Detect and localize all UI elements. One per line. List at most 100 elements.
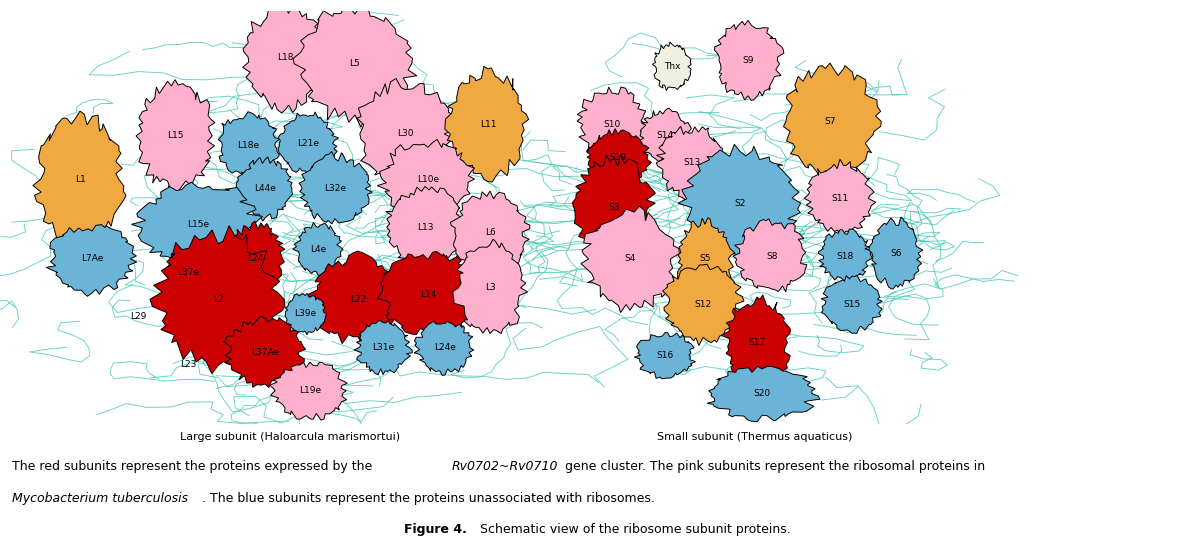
Polygon shape [678, 218, 735, 299]
Text: L39e: L39e [294, 309, 316, 318]
Polygon shape [224, 316, 306, 387]
Text: L32e: L32e [323, 184, 346, 193]
Text: S6: S6 [891, 249, 901, 258]
Polygon shape [354, 320, 413, 375]
Polygon shape [46, 225, 137, 296]
Text: L15e: L15e [187, 220, 209, 229]
Text: S15: S15 [843, 300, 861, 308]
Polygon shape [653, 42, 691, 91]
Text: L24: L24 [247, 255, 263, 263]
Text: L15: L15 [166, 131, 183, 140]
Text: L19e: L19e [298, 386, 321, 395]
Polygon shape [235, 157, 292, 221]
Polygon shape [587, 128, 652, 185]
Text: L3: L3 [485, 283, 496, 292]
Text: L11: L11 [479, 120, 496, 129]
Polygon shape [577, 87, 647, 161]
Text: Figure 4.: Figure 4. [404, 523, 467, 536]
Text: L31e: L31e [372, 343, 394, 352]
Text: S17: S17 [748, 338, 766, 347]
Polygon shape [278, 112, 339, 175]
Text: L10e: L10e [417, 175, 439, 184]
Polygon shape [378, 251, 480, 338]
Text: S7: S7 [824, 117, 836, 126]
Text: S20: S20 [754, 389, 770, 398]
Polygon shape [445, 66, 529, 182]
Text: Large subunit (Haloarcula marismortui): Large subunit (Haloarcula marismortui) [180, 432, 401, 442]
Text: L29: L29 [130, 312, 146, 321]
Polygon shape [451, 191, 530, 275]
Polygon shape [414, 322, 473, 375]
Polygon shape [292, 4, 417, 127]
Text: L44e: L44e [254, 184, 276, 193]
Polygon shape [33, 111, 126, 246]
Polygon shape [224, 221, 285, 297]
Text: L30: L30 [397, 129, 414, 139]
Text: S16: S16 [656, 350, 674, 360]
Text: L2: L2 [213, 295, 224, 304]
Text: S10: S10 [603, 120, 621, 129]
Polygon shape [285, 294, 326, 335]
Text: Small subunit (Thermus aquaticus): Small subunit (Thermus aquaticus) [658, 432, 853, 442]
Text: L22: L22 [350, 295, 366, 304]
Polygon shape [707, 366, 820, 422]
Text: S12: S12 [694, 300, 711, 308]
Text: Schematic view of the ribosome subunit proteins.: Schematic view of the ribosome subunit p… [476, 523, 791, 536]
Text: L6: L6 [485, 227, 496, 237]
Polygon shape [243, 3, 327, 113]
Polygon shape [734, 219, 807, 292]
Polygon shape [572, 154, 655, 262]
Text: S14: S14 [656, 131, 673, 140]
Polygon shape [721, 295, 791, 391]
Polygon shape [804, 159, 875, 234]
Text: L37Ae: L37Ae [251, 348, 279, 357]
Text: L37e: L37e [177, 268, 199, 277]
Polygon shape [385, 187, 467, 269]
Text: S13: S13 [684, 158, 700, 168]
Polygon shape [818, 229, 873, 284]
Text: L1: L1 [75, 175, 86, 184]
Text: L7Ae: L7Ae [81, 255, 103, 263]
Text: L21e: L21e [297, 139, 319, 148]
Text: . The blue subunits represent the proteins unassociated with ribosomes.: . The blue subunits represent the protei… [202, 492, 655, 505]
Polygon shape [292, 222, 342, 276]
Text: L13: L13 [417, 222, 433, 232]
Polygon shape [136, 79, 215, 192]
Polygon shape [869, 217, 923, 289]
Polygon shape [638, 108, 692, 164]
Text: S18: S18 [836, 251, 854, 261]
Text: L14: L14 [420, 290, 436, 299]
Polygon shape [300, 151, 372, 224]
Text: gene cluster. The pink subunits represent the ribosomal proteins in: gene cluster. The pink subunits represen… [561, 460, 986, 473]
Text: S8: S8 [766, 251, 778, 261]
Text: L18: L18 [277, 53, 294, 61]
Polygon shape [784, 63, 881, 181]
Text: S5: S5 [699, 255, 711, 263]
Polygon shape [453, 239, 528, 333]
Text: S3: S3 [609, 203, 619, 213]
Polygon shape [635, 332, 696, 379]
Text: S11: S11 [831, 194, 849, 203]
Polygon shape [219, 112, 281, 177]
Polygon shape [132, 182, 263, 271]
Polygon shape [306, 251, 407, 347]
Text: L4e: L4e [310, 245, 326, 254]
Polygon shape [357, 78, 457, 190]
Text: Rv0702~Rv0710: Rv0702~Rv0710 [452, 460, 559, 473]
Polygon shape [164, 246, 213, 298]
Polygon shape [662, 264, 746, 345]
Polygon shape [270, 362, 347, 420]
Text: Thx: Thx [663, 62, 680, 71]
Text: L23: L23 [180, 360, 196, 369]
Polygon shape [822, 275, 882, 333]
Polygon shape [581, 206, 679, 313]
Text: L5: L5 [350, 59, 360, 68]
Text: L18e: L18e [237, 141, 259, 150]
Text: S4: S4 [624, 255, 636, 263]
Text: S19: S19 [610, 152, 627, 162]
Polygon shape [656, 126, 728, 202]
Polygon shape [678, 144, 800, 259]
Polygon shape [377, 139, 474, 220]
Polygon shape [715, 20, 784, 101]
Text: L24e: L24e [434, 343, 455, 352]
